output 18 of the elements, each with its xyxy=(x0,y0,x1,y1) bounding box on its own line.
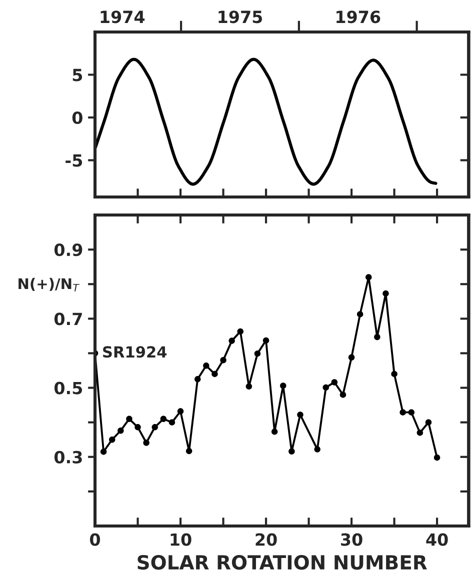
x2-tick-label: 1975 xyxy=(218,10,262,24)
x2-tick-label: 1974 xyxy=(100,10,145,24)
x-axis-title: SOLAR ROTATION NUMBER xyxy=(138,554,427,570)
annotation: SR1924 xyxy=(103,346,167,358)
y-tick-label: -5 xyxy=(66,154,82,167)
x2-tick-label: 1976 xyxy=(336,10,380,24)
y-tick-label: 0.7 xyxy=(54,312,82,326)
x-tick-label: 0 xyxy=(90,533,100,546)
x-tick-label: 30 xyxy=(341,533,362,546)
y-tick-label: 0.9 xyxy=(54,244,82,256)
y-tick-label: 0 xyxy=(72,111,82,124)
y-tick-label: 0.5 xyxy=(54,382,82,394)
y-axis-title: N(+)/N$_{T}$ xyxy=(18,278,80,292)
x-tick-label: 20 xyxy=(256,533,277,546)
x-tick-label: 40 xyxy=(426,533,448,546)
y-tick-label: 0.3 xyxy=(54,450,82,464)
x-tick-label: 10 xyxy=(170,533,192,546)
y-tick-label: 5 xyxy=(72,68,82,82)
